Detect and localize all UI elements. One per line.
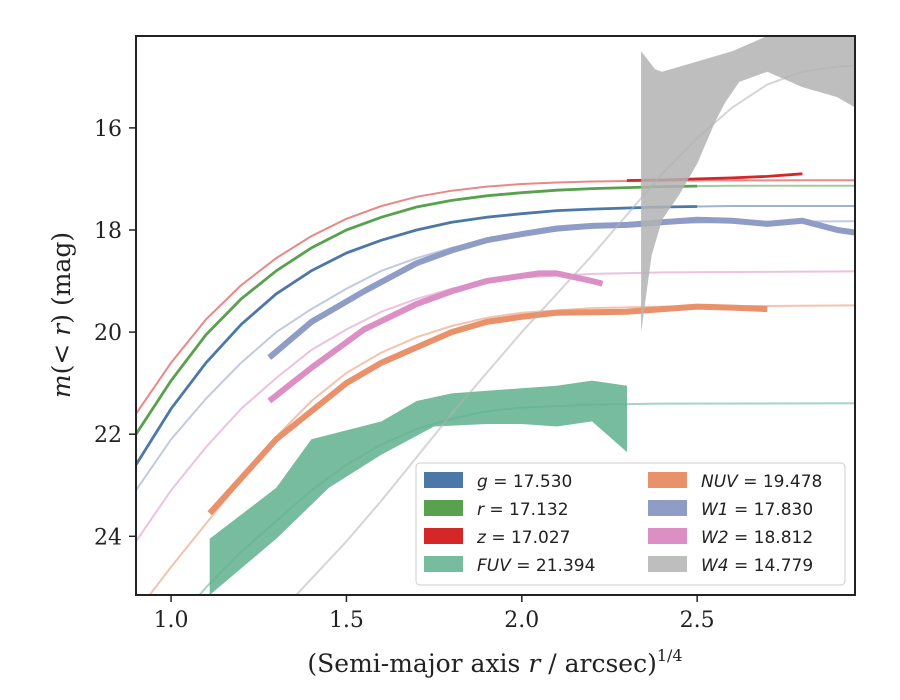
w1-model-line: [136, 220, 855, 491]
w4-legend-label: W4 = 14.779: [701, 556, 813, 576]
g-legend-swatch: [424, 472, 463, 488]
w1-observed-line: [267, 216, 855, 360]
g-model-line: [136, 205, 855, 466]
w1-legend-label: W1 = 17.830: [701, 500, 813, 520]
z-model-line: [136, 179, 855, 415]
y-tick-label: 18: [94, 219, 122, 244]
ticks-layer: 1.0 1.5 2.0 2.5 16 18 20 22 24: [94, 117, 715, 633]
plot-frame: [135, 35, 856, 596]
w4-uncertainty-band: [641, 36, 855, 333]
r-observed-line: [136, 184, 698, 435]
fuv-legend-swatch: [424, 556, 463, 572]
nuv-legend-swatch: [648, 472, 687, 488]
legend-box: [415, 462, 846, 586]
w1-legend-swatch: [648, 500, 687, 516]
fuv-legend-label: FUV = 21.394: [477, 556, 595, 576]
r-legend-swatch: [424, 500, 463, 516]
w4-legend-swatch: [648, 556, 687, 572]
y-tick-label: 20: [94, 321, 122, 346]
z-legend-swatch: [424, 528, 463, 544]
w2-observed-line: [267, 270, 604, 404]
g-legend-label: g = 17.530: [477, 472, 572, 492]
r-legend-label: r = 17.132: [477, 500, 569, 520]
y-tick-label: 22: [94, 423, 122, 448]
x-tick-label: 1.0: [154, 608, 189, 633]
w4-model-line: [294, 64, 855, 595]
x-tick-label: 2.0: [504, 608, 539, 633]
x-tick-label: 1.5: [329, 608, 364, 633]
w2-legend-swatch: [648, 528, 687, 544]
x-tick-label: 2.5: [680, 608, 715, 633]
g-observed-line: [136, 205, 698, 466]
nuv-legend-label: NUV = 19.478: [701, 472, 822, 492]
legend: g = 17.530 r = 17.132 z = 17.027 FUV = 21.3…: [415, 462, 846, 586]
data-layer: [136, 36, 855, 595]
nuv-observed-line: [207, 303, 768, 516]
y-tick-label: 24: [94, 525, 122, 550]
y-axis-label: m(< r) (mag): [47, 232, 76, 398]
fuv-uncertainty-band: [209, 380, 627, 595]
y-tick-label: 16: [94, 117, 122, 142]
w2-legend-label: W2 = 18.812: [701, 528, 813, 548]
x-axis-label: (Semi-major axis r / arcsec)1/4: [307, 646, 682, 678]
z-legend-label: z = 17.027: [476, 528, 570, 548]
